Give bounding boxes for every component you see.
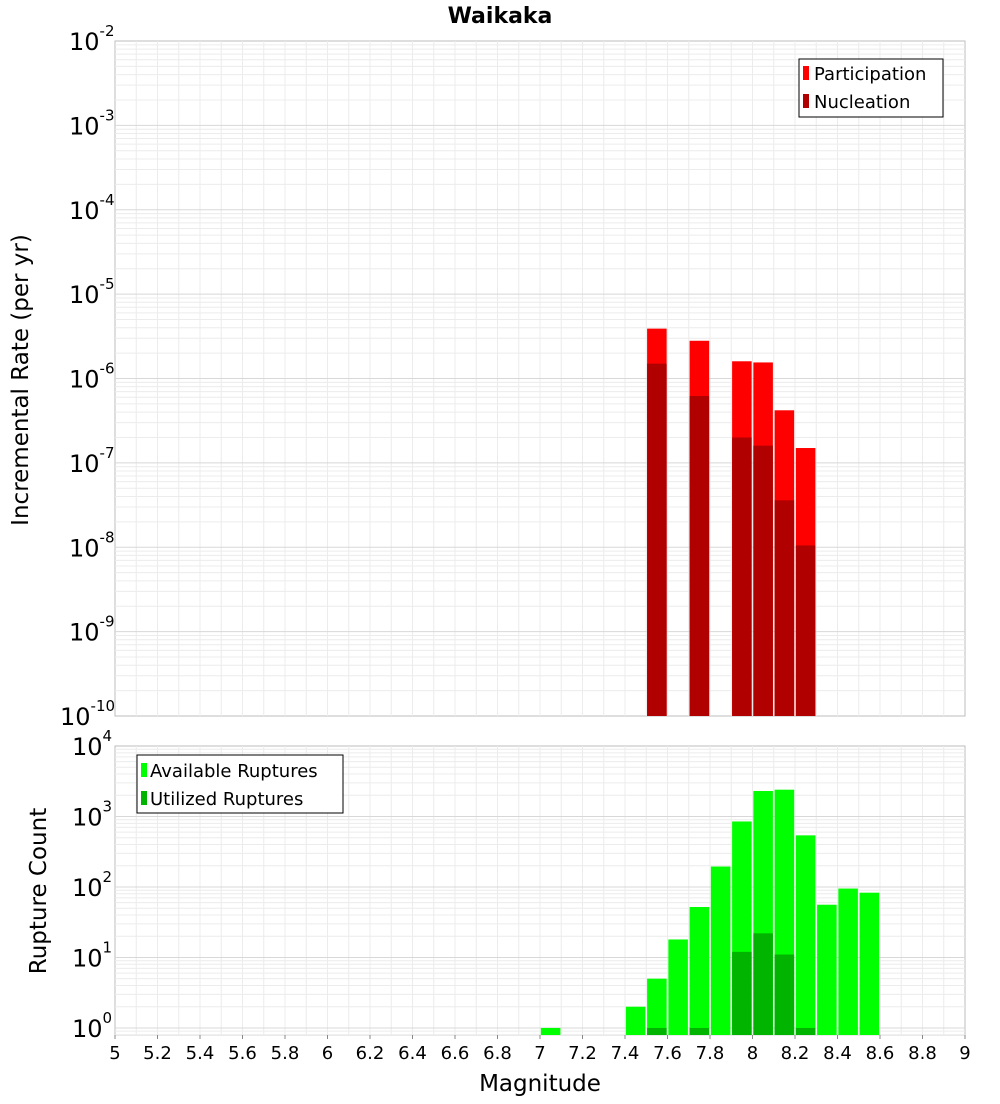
bottom-legend: Available Ruptures Utilized Ruptures [136,754,344,814]
legend-label-available: Available Ruptures [150,761,318,782]
top-y-tick-label: 10-8 [69,528,115,562]
bottom-y-axis-label: Rupture Count [26,808,52,974]
bar-nucleation [795,545,816,716]
x-tick-label: 7 [534,1043,545,1064]
chart-title: Waikaka [448,4,553,29]
x-tick-label: 7.6 [653,1043,682,1064]
x-tick-label: 6.6 [441,1043,470,1064]
x-tick-label: 7.2 [568,1043,597,1064]
legend-label-nucleation: Nucleation [814,92,910,113]
bottom-y-tick-label: 100 [72,1009,112,1043]
top-y-tick-label: 10-10 [60,697,115,731]
bar-nucleation [647,363,667,716]
bottom-y-tick-label: 102 [72,868,112,902]
bar-nucleation [732,437,752,716]
x-tick-label: 5 [109,1043,120,1064]
bar-utilized-ruptures [774,954,795,1035]
bottom-bars [540,789,880,1035]
top-y-tick-label: 10-7 [69,444,115,478]
x-axis-label: Magnitude [479,1071,601,1097]
bar-available-ruptures [668,939,688,1035]
bar-available-ruptures [647,978,667,1035]
top-legend-box [798,58,944,118]
top-y-axis-label: Incremental Rate (per yr) [8,234,34,526]
x-tick-label: 5.4 [186,1043,215,1064]
bar-available-ruptures [625,1006,646,1035]
legend-label-participation: Participation [814,64,926,85]
x-tick-label: 8.6 [866,1043,895,1064]
bar-available-ruptures [838,888,858,1035]
top-y-tick-label: 10-2 [69,22,115,56]
bar-available-ruptures [859,892,880,1035]
bottom-y-tick-label: 101 [72,938,112,972]
x-tick-label: 8.8 [908,1043,937,1064]
bar-available-ruptures [689,906,710,1035]
bar-utilized-ruptures [795,1027,816,1035]
legend-swatch-available [141,763,147,777]
top-y-tick-label: 10-3 [69,106,115,140]
legend-swatch-utilized [141,791,147,805]
x-tick-label: 6.4 [398,1043,427,1064]
bar-available-ruptures [710,866,731,1035]
top-y-tick-label: 10-4 [69,191,115,225]
x-tick-label: 7.8 [696,1043,725,1064]
legend-swatch-nucleation [803,94,809,108]
bar-available-ruptures [795,835,816,1035]
x-tick-label: 6.8 [483,1043,512,1064]
top-y-tick-label: 10-6 [69,360,115,394]
x-tick-label: 8.2 [781,1043,810,1064]
top-y-ticks: 10-10 10-9 10-8 10-7 10-6 10-5 10-4 10-3 10-2 [60,22,115,731]
top-y-tick-label: 10-9 [69,613,115,647]
bar-nucleation [689,396,710,716]
bottom-y-tick-label: 104 [72,727,112,761]
legend-swatch-participation [803,66,809,80]
bottom-legend-box [136,754,344,814]
bar-available-ruptures [540,1027,561,1035]
bar-utilized-ruptures [753,933,773,1035]
bottom-y-ticks: 100 101 102 103 104 [72,727,112,1043]
bar-nucleation [753,445,773,716]
bar-utilized-ruptures [647,1027,667,1035]
top-legend: Participation Nucleation [798,58,944,118]
x-tick-label: 5.2 [143,1043,172,1064]
x-tick-label: 7.4 [611,1043,640,1064]
x-tick-label: 8.4 [823,1043,852,1064]
bar-available-ruptures [817,904,837,1035]
bar-utilized-ruptures [732,951,752,1035]
x-tick-label: 8 [747,1043,758,1064]
top-y-tick-label: 10-5 [69,275,115,309]
bar-utilized-ruptures [689,1027,710,1035]
bottom-y-tick-label: 103 [72,797,112,831]
x-tick-label: 5.8 [271,1043,300,1064]
bottom-x-ticks: 5 5.2 5.4 5.6 5.8 6 6.2 6.4 6.6 6.8 7 7.2 7.4 7.6 7.8 8… [109,1035,971,1064]
top-bars [647,328,816,716]
top-grid [115,41,965,716]
x-tick-label: 9 [959,1043,970,1064]
x-tick-label: 5.6 [228,1043,257,1064]
legend-label-utilized: Utilized Ruptures [150,789,303,810]
x-tick-label: 6 [322,1043,333,1064]
bar-nucleation [774,500,795,716]
x-tick-label: 6.2 [356,1043,385,1064]
